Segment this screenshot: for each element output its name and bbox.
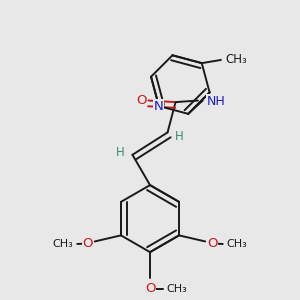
Text: CH₃: CH₃ xyxy=(166,284,187,294)
Text: O: O xyxy=(207,237,218,250)
Text: N: N xyxy=(154,100,164,112)
Text: NH: NH xyxy=(206,95,225,108)
Text: CH₃: CH₃ xyxy=(226,239,247,249)
Text: O: O xyxy=(82,237,93,250)
Text: O: O xyxy=(136,94,147,107)
Text: CH₃: CH₃ xyxy=(52,239,73,249)
Text: O: O xyxy=(145,282,155,295)
Text: CH₃: CH₃ xyxy=(226,53,247,66)
Text: H: H xyxy=(116,146,125,159)
Text: H: H xyxy=(175,130,184,143)
